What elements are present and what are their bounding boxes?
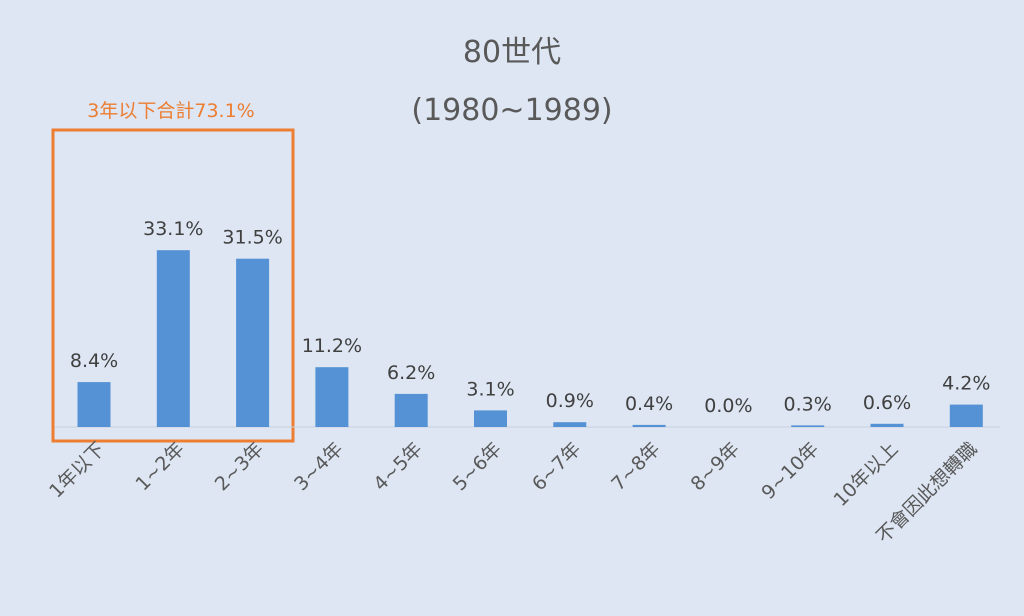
data-label-7: 0.4% [625, 393, 673, 415]
bar-11 [949, 404, 983, 427]
data-label-9: 0.3% [784, 393, 832, 415]
bar-5 [474, 410, 507, 427]
data-label-2: 31.5% [222, 227, 282, 249]
data-labels-group: 8.4% 33.1% 31.5% 11.2% 6.2% 3.1% 0.9% 0.4% 0.0% 0… [70, 218, 991, 417]
x-tick-label-4: 4~5年 [369, 438, 426, 495]
x-tick-label-0: 1年以下 [45, 438, 109, 502]
data-label-0: 8.4% [70, 350, 118, 372]
x-tick-label-7: 7~8年 [607, 438, 664, 495]
x-tick-label-5: 5~6年 [449, 438, 506, 495]
bar-1 [156, 250, 190, 427]
bars-group [77, 250, 983, 427]
data-label-6: 0.9% [546, 390, 594, 412]
data-label-10: 0.6% [863, 392, 911, 414]
highlight-box [51, 128, 295, 443]
x-tick-label-3: 3~4年 [290, 438, 347, 495]
data-label-5: 3.1% [466, 378, 514, 400]
bar-6 [553, 422, 587, 427]
x-ticks-group: 1年以下 1~2年 2~3年 3~4年 4~5年 5~6年 6~7年 7~8年 8~9年 9~10… [45, 438, 982, 548]
chart-subtitle: (1980~1989) [411, 93, 612, 128]
data-label-1: 33.1% [143, 218, 203, 240]
bar-7 [632, 424, 666, 427]
bar-4 [394, 393, 428, 427]
bar-10 [870, 423, 904, 427]
data-label-8: 0.0% [704, 395, 752, 417]
highlight-label: 3年以下合計73.1% [87, 100, 254, 122]
bar-9 [791, 425, 825, 427]
bar-3 [315, 367, 349, 427]
x-tick-label-10: 10年以上 [830, 438, 903, 511]
x-tick-label-8: 8~9年 [687, 438, 744, 495]
bar-2 [236, 258, 270, 427]
x-tick-label-2: 2~3年 [211, 438, 268, 495]
data-label-11: 4.2% [942, 373, 990, 395]
x-tick-label-6: 6~7年 [528, 438, 585, 495]
x-tick-label-1: 1~2年 [131, 438, 188, 495]
chart-title: 80世代 [463, 35, 561, 70]
x-tick-label-9: 9~10年 [757, 438, 823, 504]
bar-0 [77, 382, 111, 427]
data-label-4: 6.2% [387, 362, 435, 384]
data-label-3: 11.2% [302, 335, 362, 357]
